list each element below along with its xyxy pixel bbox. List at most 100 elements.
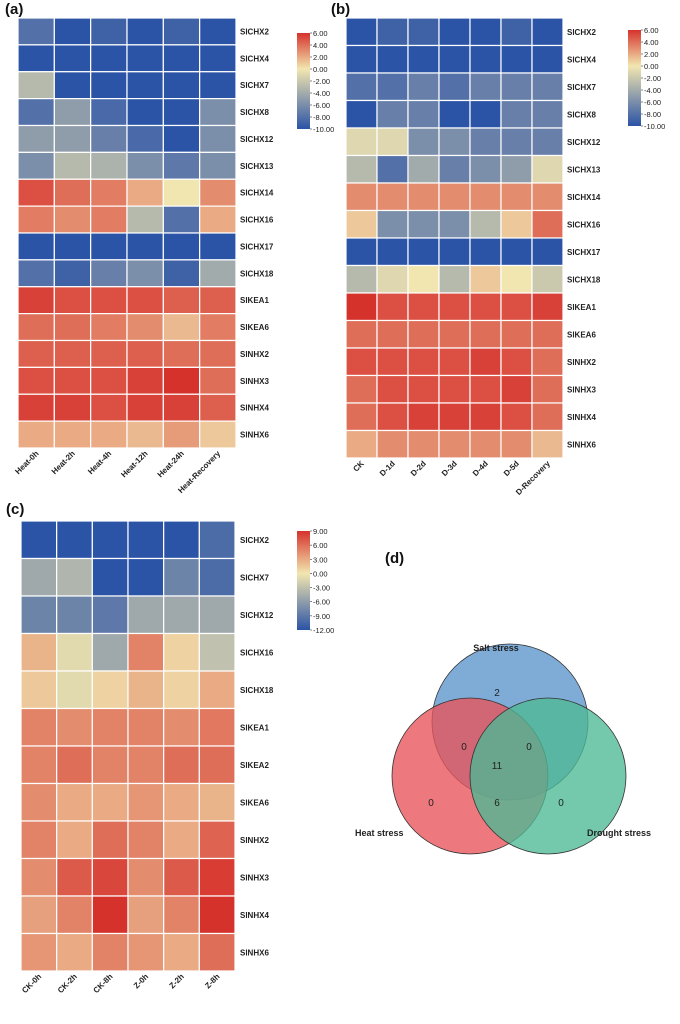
- heatmap-cell: [90, 232, 128, 261]
- heatmap-cell: [126, 71, 164, 100]
- heatmap-cell: [126, 151, 164, 180]
- heatmap-cell: [199, 393, 237, 422]
- column-label: Z-8h: [203, 972, 221, 990]
- heatmap-cell: [376, 292, 409, 322]
- row-label: SlNHX3: [240, 377, 269, 386]
- heatmap-cell: [407, 237, 440, 267]
- heatmap-cell: [469, 402, 502, 432]
- row-label: SlNHX4: [567, 413, 596, 422]
- heatmap-cell: [438, 429, 471, 459]
- heatmap-cell: [531, 44, 564, 74]
- heatmap-cell: [91, 782, 129, 822]
- row-label: SlNHX3: [240, 873, 269, 882]
- heatmap-cell: [469, 347, 502, 377]
- heatmap-cell: [127, 557, 165, 597]
- heatmap-cell: [90, 286, 128, 315]
- heatmap-cell: [56, 857, 93, 897]
- panel-label: (c): [6, 501, 24, 518]
- heatmap-cell: [90, 151, 128, 180]
- heatmap-cell: [90, 178, 128, 207]
- row-label: SlNHX6: [240, 431, 269, 440]
- heatmap-cell: [20, 520, 58, 560]
- heatmap-cell: [345, 127, 378, 157]
- heatmap-cell: [90, 420, 128, 449]
- heatmap-panel-0: (a) SlCHX2 SlCHX4 SlCHX7 SlCHX8 SlCHX12 SlCHX1…: [5, 1, 334, 495]
- row-label: SlCHX4: [567, 55, 596, 64]
- heatmap-cell: [56, 895, 93, 935]
- heatmap-cell: [20, 670, 58, 710]
- heatmap-cell: [438, 237, 471, 267]
- heatmap-cell: [407, 17, 440, 47]
- column-label: D-5d: [502, 459, 521, 478]
- colorbar-tick-label: 0.00: [313, 569, 328, 578]
- heatmap-cell: [90, 339, 128, 368]
- colorbar-tick-label: -3.00: [313, 584, 330, 593]
- heatmap-cell: [198, 632, 236, 672]
- heatmap-cell: [345, 44, 378, 74]
- heatmap-cell: [53, 232, 92, 261]
- heatmap-cell: [162, 339, 201, 368]
- heatmap-cell: [90, 205, 128, 234]
- heatmap-cell: [162, 366, 201, 395]
- heatmap-cell: [162, 44, 201, 73]
- colorbar-tick-label: -6.00: [644, 98, 661, 107]
- heatmap-cell: [376, 127, 409, 157]
- colorbar-tick-label: 6.00: [313, 541, 328, 550]
- heatmap-cell: [407, 319, 440, 349]
- heatmap-cell: [199, 98, 237, 127]
- heatmap-cell: [126, 17, 164, 46]
- heatmap-cell: [531, 127, 564, 157]
- colorbar-tick-label: -2.00: [313, 77, 330, 86]
- row-label: SlCHX17: [240, 242, 274, 251]
- heatmap-cell: [126, 420, 164, 449]
- heatmap-cell: [438, 44, 471, 74]
- heatmap-cell: [162, 393, 201, 422]
- heatmap-cell: [53, 259, 92, 288]
- heatmap-cell: [500, 154, 533, 184]
- row-label: SlCHX17: [567, 248, 601, 257]
- region-count-drought-only: 0: [558, 798, 564, 809]
- row-label: SlCHX18: [567, 275, 601, 284]
- heatmap-cell: [345, 347, 378, 377]
- heatmap-cell: [91, 745, 129, 785]
- colorbar-tick-label: -8.00: [644, 110, 661, 119]
- heatmap-cell: [198, 557, 236, 597]
- heatmap-cell: [438, 154, 471, 184]
- row-label: SlKEA2: [240, 761, 269, 770]
- heatmap-cell: [56, 520, 93, 560]
- heatmap-cell: [199, 286, 237, 315]
- set-label-drought: Drought stress: [587, 828, 651, 838]
- heatmap-cell: [345, 264, 378, 294]
- heatmap-cell: [376, 154, 409, 184]
- heatmap-cell: [90, 71, 128, 100]
- heatmap-cell: [438, 374, 471, 404]
- heatmap-cell: [500, 99, 533, 129]
- row-label: SlCHX8: [240, 108, 269, 117]
- heatmap-cell: [198, 782, 236, 822]
- heatmap-cell: [376, 319, 409, 349]
- heatmap-cell: [198, 520, 236, 560]
- heatmap-cell: [198, 932, 236, 972]
- heatmap-cell: [199, 17, 237, 46]
- heatmap-cell: [500, 127, 533, 157]
- heatmap-cell: [91, 707, 129, 747]
- heatmap-cell: [162, 71, 201, 100]
- heatmap-cell: [53, 393, 92, 422]
- colorbar-tick-label: 6.00: [313, 29, 328, 38]
- heatmap-cell: [376, 402, 409, 432]
- row-label: SlKEA6: [240, 323, 269, 332]
- heatmap-cell: [500, 209, 533, 239]
- colorbar-tick-label: -4.00: [644, 86, 661, 95]
- colorbar-tick-label: -4.00: [313, 89, 330, 98]
- heatmap-cell: [376, 44, 409, 74]
- heatmap-cell: [91, 557, 129, 597]
- heatmap-cell: [53, 205, 92, 234]
- colorbar-tick-label: 0.00: [313, 65, 328, 74]
- heatmap-cell: [469, 127, 502, 157]
- colorbar: [297, 531, 310, 630]
- heatmap-cell: [500, 264, 533, 294]
- heatmap-cell: [53, 17, 92, 46]
- heatmap-cell: [163, 782, 200, 822]
- heatmap-cell: [438, 264, 471, 294]
- heatmap-cell: [17, 420, 55, 449]
